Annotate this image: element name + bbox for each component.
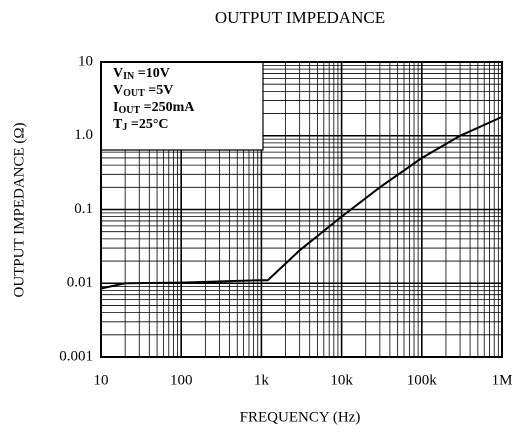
plot-frame — [100, 61, 503, 358]
annotation: VIN =10V — [113, 66, 170, 82]
y-axis-label: OUTPUT IMPEDANCE (Ω) — [11, 122, 27, 297]
y-tick-label: 0.1 — [74, 201, 93, 217]
data-line — [100, 115, 503, 290]
annotation-box — [101, 62, 264, 151]
x-tick-label: 1k — [254, 372, 270, 388]
annotation: TJ =25°C — [113, 117, 169, 133]
annotation-main: I — [113, 100, 118, 115]
annotation: IOUT =250mA — [113, 100, 195, 116]
x-tick-label: 100k — [407, 372, 438, 388]
x-tick-label: 10 — [94, 372, 109, 388]
x-tick-label: 1M — [492, 372, 513, 388]
annotation-sub: IN — [123, 71, 135, 82]
annotation-sub: OUT — [118, 105, 140, 116]
x-tick-label: 100 — [170, 372, 193, 388]
y-tick-label: 1.0 — [74, 127, 93, 143]
annotation: VOUT =5V — [113, 83, 173, 99]
annotation-rest: =10V — [134, 66, 170, 81]
x-axis-label: FREQUENCY (Hz) — [240, 409, 361, 425]
x-tick-label: 10k — [330, 372, 353, 388]
annotation-main: T — [113, 117, 123, 132]
y-tick-label: 10 — [78, 53, 93, 69]
annotation-rest: =25°C — [127, 117, 168, 132]
annotation-rest: =250mA — [140, 100, 195, 115]
annotation-sub: J — [122, 122, 127, 133]
annotation-sub: OUT — [123, 88, 145, 99]
annotation-main: V — [113, 83, 123, 98]
chart-title: OUTPUT IMPEDANCE — [215, 8, 385, 27]
annotation-rest: =5V — [145, 83, 174, 98]
y-tick-label: 0.001 — [59, 348, 93, 364]
y-tick-label: 0.01 — [67, 275, 93, 291]
annotation-main: V — [113, 66, 123, 81]
